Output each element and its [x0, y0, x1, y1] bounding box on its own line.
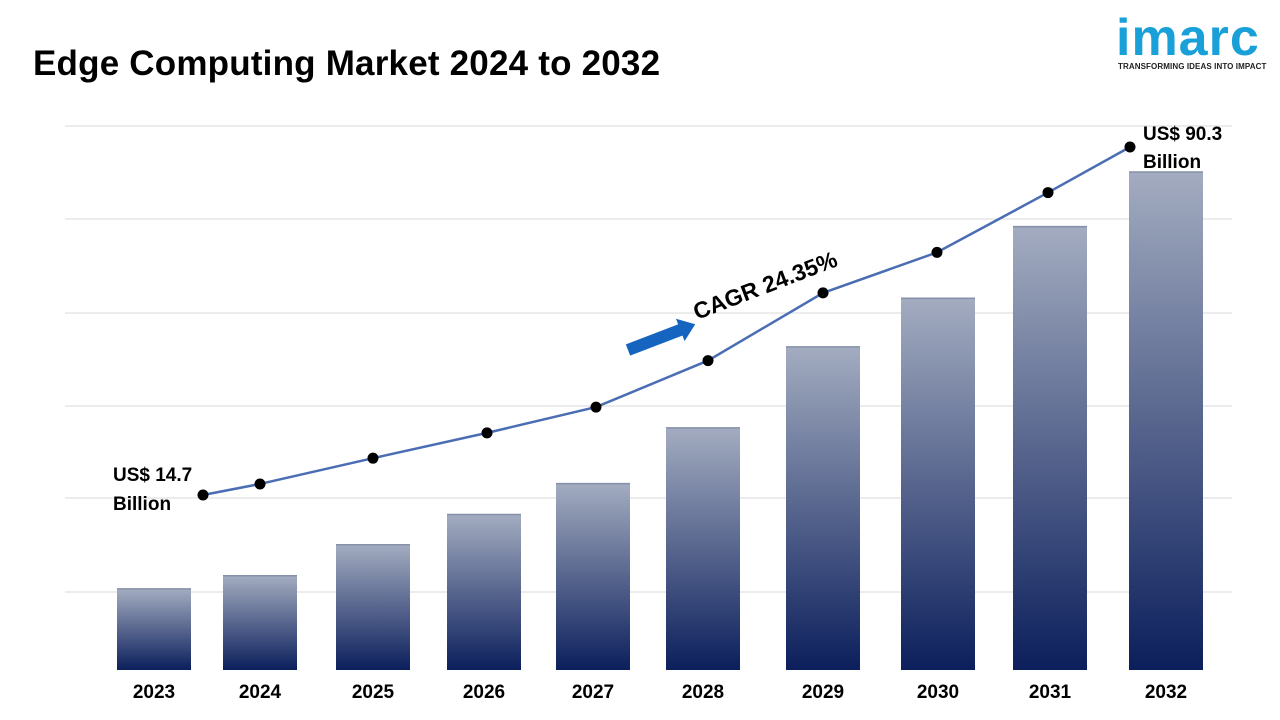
x-tick-label-2023: 2023 [133, 682, 175, 703]
x-tick-label-2026: 2026 [463, 682, 505, 703]
bar-2031 [1013, 226, 1087, 670]
trend-point-2032 [1124, 141, 1136, 153]
trend-point-2027 [590, 401, 602, 413]
imarc-logo: imarc TRANSFORMING IDEAS INTO IMPACT [1116, 6, 1276, 76]
end-value-label: US$ 90.3 Billion [1143, 124, 1222, 173]
bar-2025 [336, 544, 410, 670]
cagr-arrow-head [675, 318, 696, 342]
x-tick-label-2029: 2029 [802, 682, 844, 703]
bar-2032 [1129, 172, 1203, 670]
trend-line [202, 145, 1131, 497]
bar-2028 [666, 427, 740, 670]
trend-point-2023 [197, 489, 209, 501]
cagr-arrow-shaft [625, 323, 685, 356]
trend-point-2025 [367, 452, 379, 464]
trend-point-2028 [702, 355, 714, 367]
logo-tagline: TRANSFORMING IDEAS INTO IMPACT [1118, 62, 1267, 71]
x-tick-label-2031: 2031 [1029, 682, 1072, 703]
trend-point-2030 [931, 246, 943, 258]
x-tick-label-2025: 2025 [352, 682, 395, 703]
x-tick-label-2028: 2028 [682, 682, 724, 703]
bar-2024 [223, 575, 297, 670]
page-title: Edge Computing Market 2024 to 2032 [33, 44, 661, 83]
trend-point-2031 [1042, 187, 1054, 199]
bar-2026 [447, 514, 521, 670]
trend-point-2029 [817, 287, 829, 299]
x-tick-label-2032: 2032 [1145, 682, 1187, 703]
start-value-label: US$ 14.7 Billion [113, 465, 192, 515]
trend-point-2026 [481, 427, 493, 439]
bar-2029 [786, 346, 860, 670]
x-tick-label-2024: 2024 [239, 682, 282, 703]
bar-2027 [556, 483, 630, 670]
trend-point-2024 [254, 478, 266, 490]
bar-2023 [117, 588, 191, 670]
cagr-arrow [625, 318, 696, 356]
bar-2030 [901, 298, 975, 670]
x-tick-label-2030: 2030 [917, 682, 959, 703]
x-tick-label-2027: 2027 [572, 682, 614, 703]
logo-wordmark: imarc [1116, 9, 1260, 67]
